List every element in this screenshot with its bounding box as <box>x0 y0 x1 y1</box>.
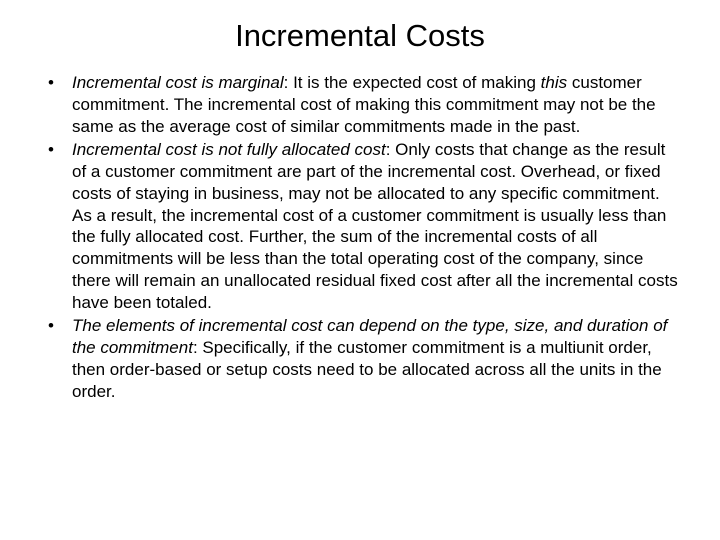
bullet-item: The elements of incremental cost can dep… <box>40 315 680 402</box>
slide: Incremental Costs Incremental cost is ma… <box>0 0 720 540</box>
slide-title: Incremental Costs <box>40 18 680 54</box>
bullet-list: Incremental cost is marginal: It is the … <box>40 72 680 402</box>
bullet-lead: Incremental cost is marginal <box>72 73 284 92</box>
bullet-body: : Only costs that change as the result o… <box>72 140 678 311</box>
bullet-lead: Incremental cost is not fully allocated … <box>72 140 386 159</box>
bullet-item: Incremental cost is not fully allocated … <box>40 139 680 313</box>
bullet-item: Incremental cost is marginal: It is the … <box>40 72 680 137</box>
